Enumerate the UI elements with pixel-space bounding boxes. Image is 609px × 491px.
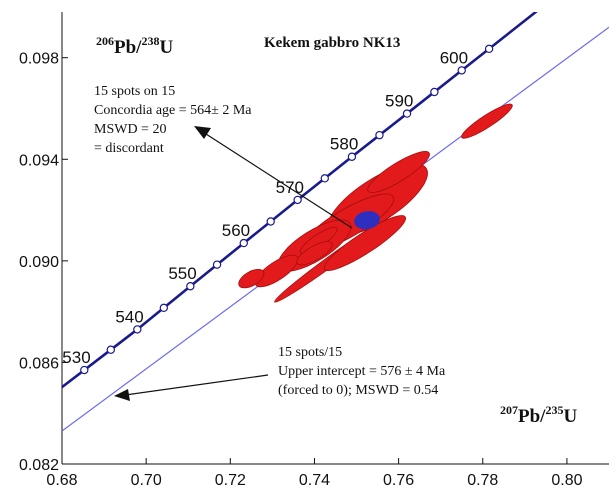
x-tick-label: 0.70 — [131, 472, 162, 489]
concordia-age-label: 560 — [222, 221, 250, 240]
concordia-marker — [430, 87, 439, 97]
x-tick-label: 0.72 — [215, 472, 246, 489]
annotation-line: 15 spots on 15 — [94, 84, 175, 99]
concordia-age-label: 550 — [168, 264, 196, 283]
concordia-age-label: 530 — [62, 348, 90, 367]
y-axis-label-mass2: 238 — [141, 34, 159, 48]
y-axis-label: 206Pb/238U — [96, 34, 173, 58]
y-tick-label: 0.090 — [19, 254, 59, 271]
upper-intercept-annotation: 15 spots/15 Upper intercept = 576 ± 4 Ma… — [114, 345, 446, 401]
x-axis-label-element: U — [563, 406, 577, 427]
annotation-line: Upper intercept = 576 ± 4 Ma — [278, 364, 446, 379]
concordia-marker — [159, 303, 169, 313]
concordia-marker — [212, 260, 222, 269]
y-tick-label: 0.098 — [19, 51, 59, 68]
concordia-marker — [106, 345, 116, 354]
y-axis-label-mass1: 206 — [96, 34, 114, 48]
x-axis-label: 207Pb/235U — [500, 403, 577, 427]
concordia-marker — [457, 66, 466, 75]
concordia-marker — [375, 130, 384, 140]
concordia-marker — [266, 217, 275, 226]
concordia-age-ellipse — [354, 211, 380, 230]
annotation-line: = discordant — [94, 141, 164, 156]
x-axis-label-mass1: 207 — [500, 403, 518, 417]
annotation-arrowhead — [114, 389, 130, 401]
concordia-markers — [80, 44, 494, 375]
y-tick-label: 0.094 — [19, 152, 59, 169]
concordia-age-label: 590 — [385, 92, 413, 111]
concordia-marker — [80, 365, 89, 375]
annotation-line: (forced to 0); MSWD = 0.54 — [278, 383, 438, 398]
concordia-marker — [320, 174, 329, 183]
concordia-age-label: 580 — [330, 135, 358, 154]
concordia-marker — [402, 109, 412, 118]
y-tick-label: 0.086 — [19, 355, 59, 372]
concordia-marker — [239, 238, 248, 248]
concordia-marker — [347, 152, 357, 161]
x-axis-label-mass2: 235 — [545, 403, 563, 417]
x-axis-label-base: Pb/ — [518, 406, 546, 427]
concordia-marker — [484, 44, 494, 54]
x-tick-label: 0.80 — [551, 472, 582, 489]
y-axis-label-element: U — [159, 37, 173, 58]
concordia-age-annotation: 15 spots on 15 Concordia age = 564± 2 Ma… — [94, 84, 353, 229]
chart-title: Kekem gabbro NK13 — [264, 35, 400, 51]
annotation-line: Concordia age = 564± 2 Ma — [94, 103, 252, 118]
concordia-marker — [133, 325, 142, 334]
y-axis-label-base: Pb/ — [114, 37, 142, 58]
annotation-arrowhead — [194, 126, 211, 139]
x-tick-label: 0.74 — [299, 472, 330, 489]
error-ellipse — [323, 215, 406, 271]
concordia-marker — [186, 282, 195, 291]
error-ellipse — [296, 241, 333, 266]
x-tick-label: 0.68 — [46, 472, 77, 489]
x-tick-label: 0.76 — [383, 472, 414, 489]
concordia-marker — [293, 195, 302, 205]
concordia-age-label: 540 — [115, 307, 143, 326]
annotation-arrow — [124, 374, 269, 396]
error-ellipses — [238, 103, 513, 303]
error-ellipse — [367, 151, 430, 193]
annotation-line: 15 spots/15 — [278, 345, 342, 360]
x-ticks: 0.68 0.70 0.72 0.74 0.76 0.78 0.80 — [46, 458, 583, 489]
error-ellipse — [238, 268, 265, 289]
y-ticks: 0.082 0.086 0.090 0.094 0.098 — [19, 51, 68, 474]
y-tick-label: 0.082 — [19, 457, 59, 474]
error-ellipse — [461, 103, 513, 139]
annotation-arrow — [205, 133, 353, 229]
concordia-age-label: 600 — [440, 48, 468, 67]
x-tick-label: 0.78 — [467, 472, 498, 489]
error-ellipse — [254, 254, 299, 288]
annotation-line: MSWD = 20 — [94, 122, 166, 137]
